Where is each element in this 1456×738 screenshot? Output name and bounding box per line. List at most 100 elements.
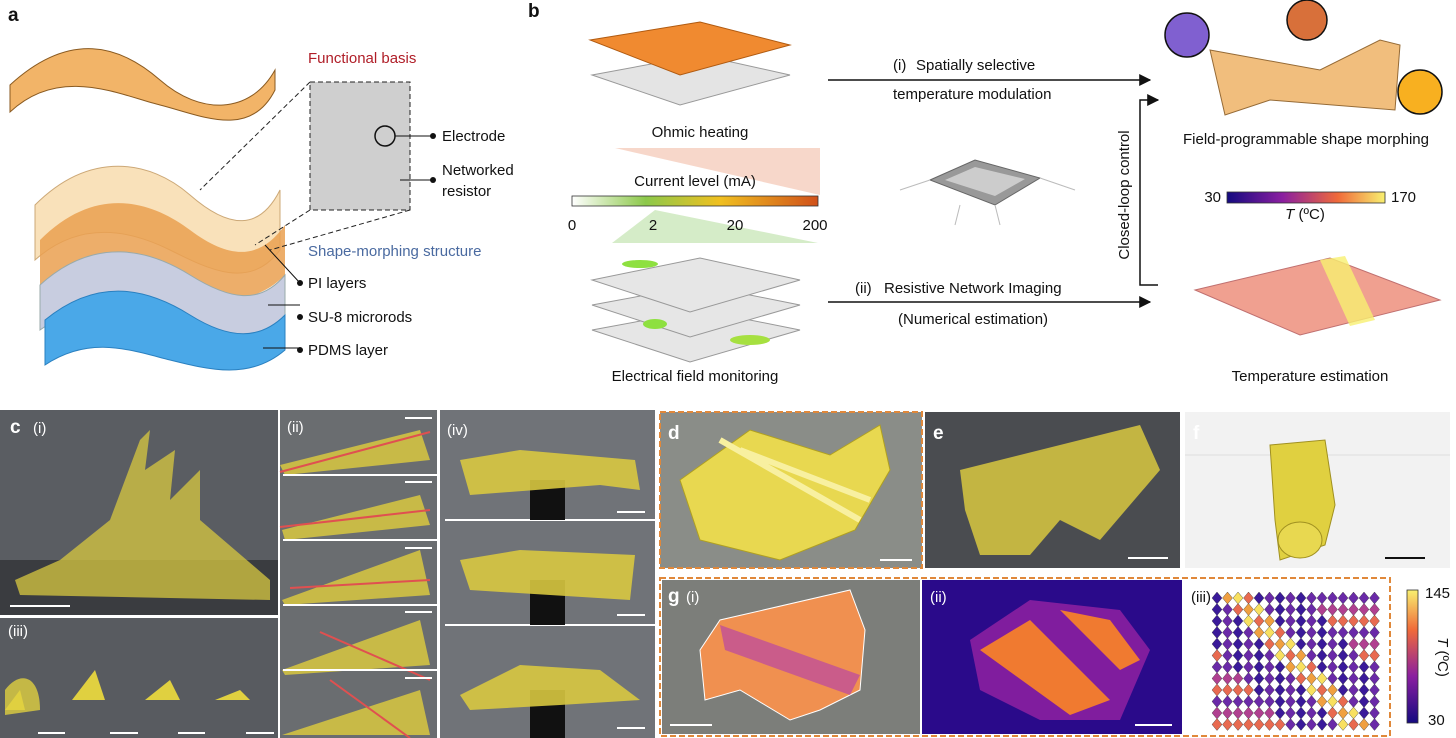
illustration-shape (1164, 12, 1210, 58)
illustration-shape (1243, 603, 1254, 616)
illustration-shape (1316, 603, 1328, 616)
label: Spatially selective (916, 57, 1035, 74)
illustration-shape (1337, 614, 1349, 628)
illustration-shape (1327, 706, 1338, 720)
illustration-shape (1348, 695, 1359, 708)
label: (ºC) (1434, 651, 1451, 677)
illustration-shape (1316, 614, 1328, 628)
illustration-shape (1316, 683, 1328, 697)
illustration-shape (1358, 649, 1370, 662)
label: Current level (mA) (634, 173, 756, 190)
illustration-shape (1285, 649, 1296, 662)
illustration-shape (1348, 614, 1359, 628)
illustration-shape (280, 430, 430, 735)
illustration-shape (1316, 718, 1328, 731)
label: Ohmic heating (652, 124, 749, 141)
label: (ºC) (1299, 206, 1325, 223)
illustration-shape (1232, 626, 1244, 639)
illustration-shape (0, 618, 278, 738)
illustration-shape (199, 81, 411, 251)
illustration-shape (1369, 591, 1380, 605)
label: T (ºC) (1285, 206, 1325, 223)
illustration-shape (1264, 683, 1275, 697)
illustration-shape (283, 474, 437, 671)
illustration-shape (1369, 637, 1380, 651)
illustration-shape (1286, 0, 1328, 41)
illustration-shape (1295, 695, 1307, 708)
illustration-shape (1274, 591, 1286, 605)
illustration-shape (899, 177, 1076, 226)
illustration-shape (1243, 649, 1254, 662)
illustration-shape (1285, 672, 1296, 685)
label: (iii) (1191, 589, 1211, 606)
illustration-shape (1253, 614, 1265, 628)
illustration-shape (1211, 649, 1223, 662)
illustration-shape (1253, 672, 1265, 685)
illustration-shape (1327, 614, 1338, 628)
illustration-shape (1348, 637, 1359, 651)
illustration-shape (1316, 660, 1328, 674)
label: PI layers (308, 275, 366, 292)
illustration-shape (1295, 660, 1307, 674)
label: temperature modulation (893, 86, 1051, 103)
illustration-shape (1222, 683, 1233, 697)
illustration-shape (1306, 649, 1317, 662)
illustration-shape (1232, 683, 1244, 697)
label: g (668, 586, 680, 607)
illustration-shape (1264, 626, 1275, 639)
illustration-shape (1295, 706, 1307, 720)
illustration-shape (1295, 649, 1307, 662)
illustration-shape (1306, 706, 1317, 720)
label: SU-8 microrods (308, 309, 412, 326)
illustration-shape (960, 425, 1160, 555)
illustration-shape (1348, 672, 1359, 685)
illustration-shape (1369, 706, 1380, 720)
illustration-shape (1327, 591, 1338, 605)
illustration-shape (1243, 637, 1254, 651)
illustration-shape (1348, 603, 1359, 616)
illustration-shape (1243, 591, 1254, 605)
illustration-shape (1337, 660, 1349, 674)
illustration-shape (1337, 706, 1349, 720)
illustration-shape (1222, 672, 1233, 685)
illustration-shape (1306, 626, 1317, 639)
illustration-shape (1358, 683, 1370, 697)
illustration-shape (1285, 591, 1296, 605)
illustration-shape (1369, 649, 1380, 662)
label: (i) (33, 420, 46, 437)
illustration-shape (1243, 695, 1254, 708)
illustration-shape (1264, 672, 1275, 685)
illustration-shape (1348, 649, 1359, 662)
illustration-shape (1232, 672, 1244, 685)
illustration-shape (1306, 672, 1317, 685)
illustration-shape (1358, 614, 1370, 628)
illustration-shape (297, 347, 303, 353)
label: Functional basis (308, 50, 416, 67)
illustration-shape (720, 625, 860, 695)
panel-d: d (659, 411, 923, 569)
label: 145 (1425, 585, 1450, 602)
illustration-shape (1243, 626, 1254, 639)
illustration-shape (1369, 660, 1380, 674)
illustration-shape (1285, 718, 1296, 731)
illustration-shape (1285, 660, 1296, 674)
illustration-shape (1264, 649, 1275, 662)
illustration-shape (263, 135, 433, 349)
label: (i) (893, 57, 906, 74)
illustration-shape (1264, 718, 1275, 731)
label: resistor (442, 183, 491, 200)
label: 30 (1204, 189, 1221, 206)
illustration-shape (460, 450, 640, 710)
illustration-shape (622, 260, 658, 268)
illustration-shape (1211, 591, 1223, 605)
label: 2 (649, 217, 657, 234)
illustration-shape (1348, 683, 1359, 697)
illustration-shape (1358, 695, 1370, 708)
illustration-shape (1337, 637, 1349, 651)
illustration-shape (1327, 603, 1338, 616)
illustration-shape (1369, 718, 1380, 731)
label: Shape-morphing structure (308, 243, 481, 260)
illustration-shape (1253, 603, 1265, 616)
illustration-shape (679, 424, 891, 561)
label: T (ºC) (1434, 637, 1451, 677)
